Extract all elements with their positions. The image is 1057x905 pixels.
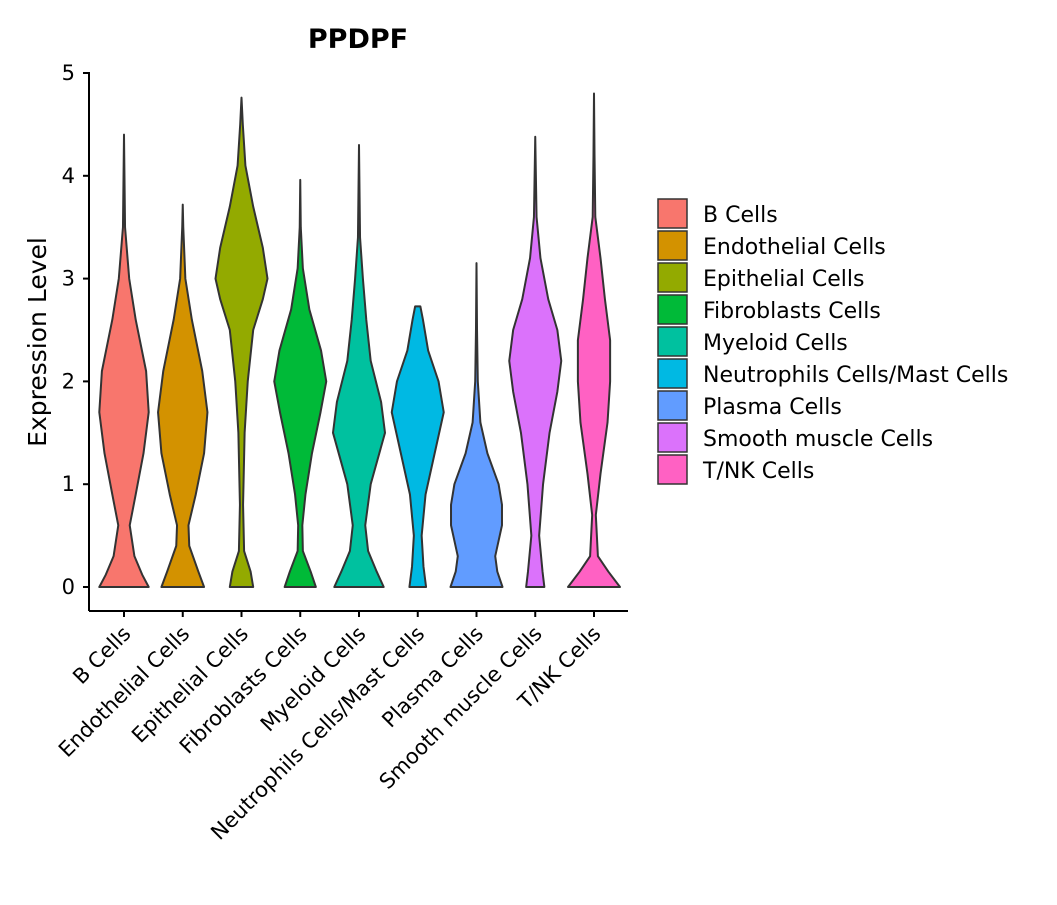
legend-label: Plasma Cells (703, 395, 842, 420)
chart-title: PPDPF (308, 24, 408, 55)
violin-plasma-cells (449, 262, 504, 588)
legend-label: Myeloid Cells (703, 331, 848, 356)
legend-label: Epithelial Cells (703, 267, 864, 292)
violin-endothelial-cells (157, 203, 209, 588)
legend-label: Fibroblasts Cells (703, 299, 881, 324)
violin-smooth-muscle-cells (508, 135, 563, 588)
legend-label: B Cells (703, 203, 778, 228)
legend-swatch (657, 262, 688, 293)
y-tick-label: 2 (62, 369, 75, 393)
x-tick-label: Plasma Cells (377, 622, 488, 733)
legend-swatch (657, 454, 688, 485)
legend-label: T/NK Cells (702, 459, 814, 484)
violin-t-nk-cells (567, 92, 621, 588)
y-axis-label: Expression Level (23, 237, 52, 447)
x-tick-label: Neutrophils Cells/Mast Cells (206, 622, 429, 845)
y-tick-label: 3 (62, 267, 75, 291)
y-tick-label: 0 (62, 575, 75, 599)
violin-fibroblasts-cells (273, 178, 328, 588)
legend-swatch (657, 326, 688, 357)
violin-myeloid-cells (332, 143, 386, 588)
violin-neutrophils-cells-mast-cells (390, 305, 445, 588)
legend-swatch (657, 294, 688, 325)
legend-label: Neutrophils Cells/Mast Cells (703, 363, 1008, 388)
legend-label: Endothelial Cells (703, 235, 886, 260)
legend-swatch (657, 230, 688, 261)
y-tick-label: 5 (62, 61, 75, 85)
x-tick-label: Myeloid Cells (256, 622, 371, 737)
y-tick-label: 1 (62, 472, 75, 496)
legend-swatch (657, 198, 688, 229)
legend-swatch (657, 358, 688, 389)
violin-epithelial-cells (214, 96, 269, 588)
y-tick-label: 4 (62, 164, 75, 188)
legend-swatch (657, 422, 688, 453)
violin-b-cells (98, 133, 150, 588)
legend-label: Smooth muscle Cells (703, 427, 933, 452)
legend-swatch (657, 390, 688, 421)
legend: B Cells Endothelial Cells Epithelial Cells… (657, 198, 1008, 485)
violin-group (98, 92, 621, 588)
